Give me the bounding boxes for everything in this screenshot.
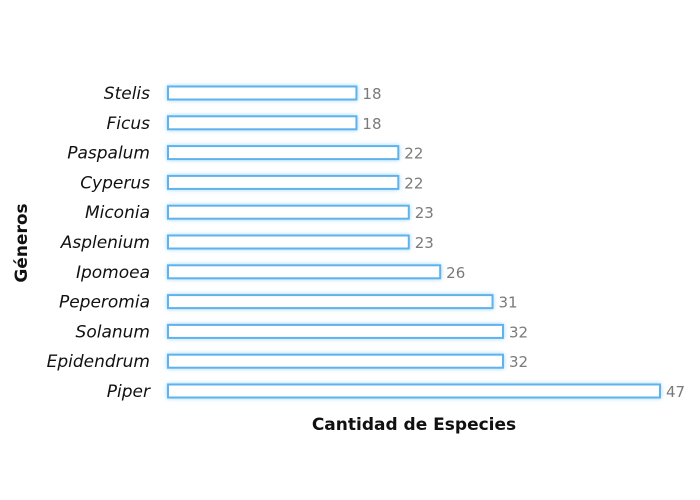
bar-epidendrum <box>167 353 504 369</box>
category-label: Piper <box>107 382 151 402</box>
category-label: Cyperus <box>80 173 150 193</box>
category-label: Epidendrum <box>47 352 150 372</box>
category-label: Solanum <box>76 322 150 342</box>
y-axis-title: Géneros <box>12 203 32 282</box>
bar-miconia <box>167 204 410 220</box>
category-label: Paspalum <box>67 144 150 164</box>
bars-layer <box>167 85 661 399</box>
value-label: 32 <box>509 353 528 371</box>
value-label: 23 <box>415 234 434 252</box>
category-label: Ipomoea <box>76 263 150 283</box>
bar-cyperus <box>167 174 400 190</box>
category-label: Asplenium <box>60 233 150 253</box>
category-label: Stelis <box>104 84 150 104</box>
category-label: Peperomia <box>59 293 150 313</box>
value-label: 22 <box>404 174 423 192</box>
bar-ficus <box>167 115 358 131</box>
value-label: 18 <box>362 85 381 103</box>
value-label: 23 <box>415 204 434 222</box>
bar-stelis <box>167 85 358 101</box>
value-label: 32 <box>509 323 528 341</box>
value-label: 22 <box>404 145 423 163</box>
category-labels: Stelis Ficus Paspalum Cyperus Miconia Aspleni… <box>47 84 151 402</box>
x-axis-title: Cantidad de Especies <box>312 415 516 435</box>
bar-paspalum <box>167 145 400 161</box>
value-label: 18 <box>362 115 381 133</box>
value-label: 31 <box>499 294 518 312</box>
value-label: 47 <box>666 383 685 401</box>
bar-piper <box>167 383 661 399</box>
value-label: 26 <box>446 264 465 282</box>
bar-ipomoea <box>167 264 442 280</box>
value-labels: 18 18 22 22 23 23 26 31 32 32 47 <box>362 85 685 401</box>
bar-solanum <box>167 323 504 339</box>
bar-asplenium <box>167 234 410 250</box>
bar-peperomia <box>167 294 494 310</box>
category-label: Miconia <box>85 203 150 223</box>
category-label: Ficus <box>107 114 151 134</box>
